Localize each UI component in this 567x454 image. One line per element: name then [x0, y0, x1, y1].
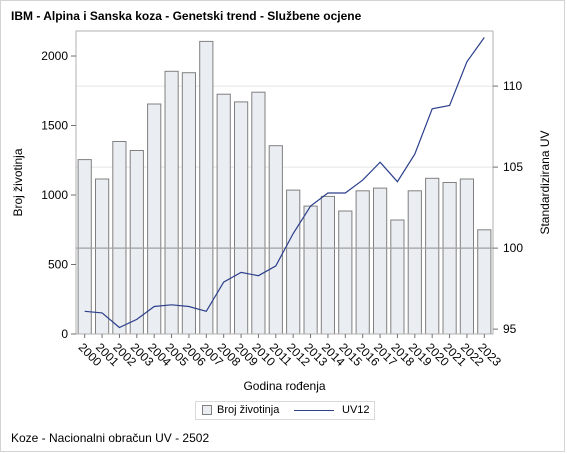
legend: Broj životinja UV12 — [195, 401, 375, 420]
y-tick-label-2000: 2000 — [41, 49, 68, 63]
uv-line — [84, 37, 485, 329]
legend-bar-swatch-icon — [202, 405, 212, 415]
bar-2018 — [390, 219, 405, 335]
bar-2007 — [199, 40, 214, 335]
legend-item-line: UV12 — [294, 404, 370, 416]
y2-tick-label-105: 105 — [503, 160, 523, 174]
bar-2005 — [164, 70, 179, 335]
plot-border — [75, 30, 494, 335]
bar-2011 — [268, 145, 283, 335]
bar-2002 — [112, 141, 127, 335]
legend-line-swatch-icon — [294, 409, 334, 411]
bar-2001 — [95, 178, 110, 335]
y2-axis-title: Standardizirana UV — [538, 130, 552, 234]
y2-tick-label-110: 110 — [503, 79, 522, 93]
bar-2017 — [373, 187, 388, 335]
bar-2008 — [216, 93, 231, 335]
footnote: Koze - Nacionalni obračun UV - 2502 — [11, 431, 210, 445]
y-axis-title: Broj životinja — [11, 148, 25, 216]
y2-tick-label-100: 100 — [503, 241, 523, 255]
bar-2010 — [251, 91, 266, 335]
y2-tick-label-95: 95 — [503, 322, 517, 336]
bar-2009 — [234, 101, 249, 335]
x-axis-title: Godina rođenja — [243, 379, 325, 393]
bar-2022 — [459, 178, 474, 335]
bar-2004 — [147, 103, 162, 335]
bar-2013 — [303, 205, 318, 335]
bar-2021 — [442, 182, 457, 335]
bar-2016 — [355, 190, 370, 335]
bar-2000 — [77, 159, 92, 335]
legend-bar-label: Broj životinja — [217, 404, 280, 416]
legend-line-label: UV12 — [342, 404, 370, 416]
bar-2015 — [338, 210, 353, 335]
chart-title: IBM - Alpina i Sanska koza - Genetski tr… — [11, 9, 362, 23]
bar-2003 — [129, 150, 144, 335]
bar-2019 — [407, 190, 422, 335]
y-tick-label-0: 0 — [61, 327, 68, 341]
y-tick-label-1500: 1500 — [41, 119, 68, 133]
bar-2020 — [425, 177, 440, 335]
bar-2023 — [477, 229, 492, 335]
y-tick-label-500: 500 — [48, 258, 68, 272]
legend-item-bars: Broj životinja — [202, 404, 279, 416]
bar-2014 — [320, 195, 335, 335]
y-tick-label-1000: 1000 — [41, 188, 68, 202]
bar-2012 — [286, 189, 301, 335]
bar-2006 — [181, 72, 197, 335]
